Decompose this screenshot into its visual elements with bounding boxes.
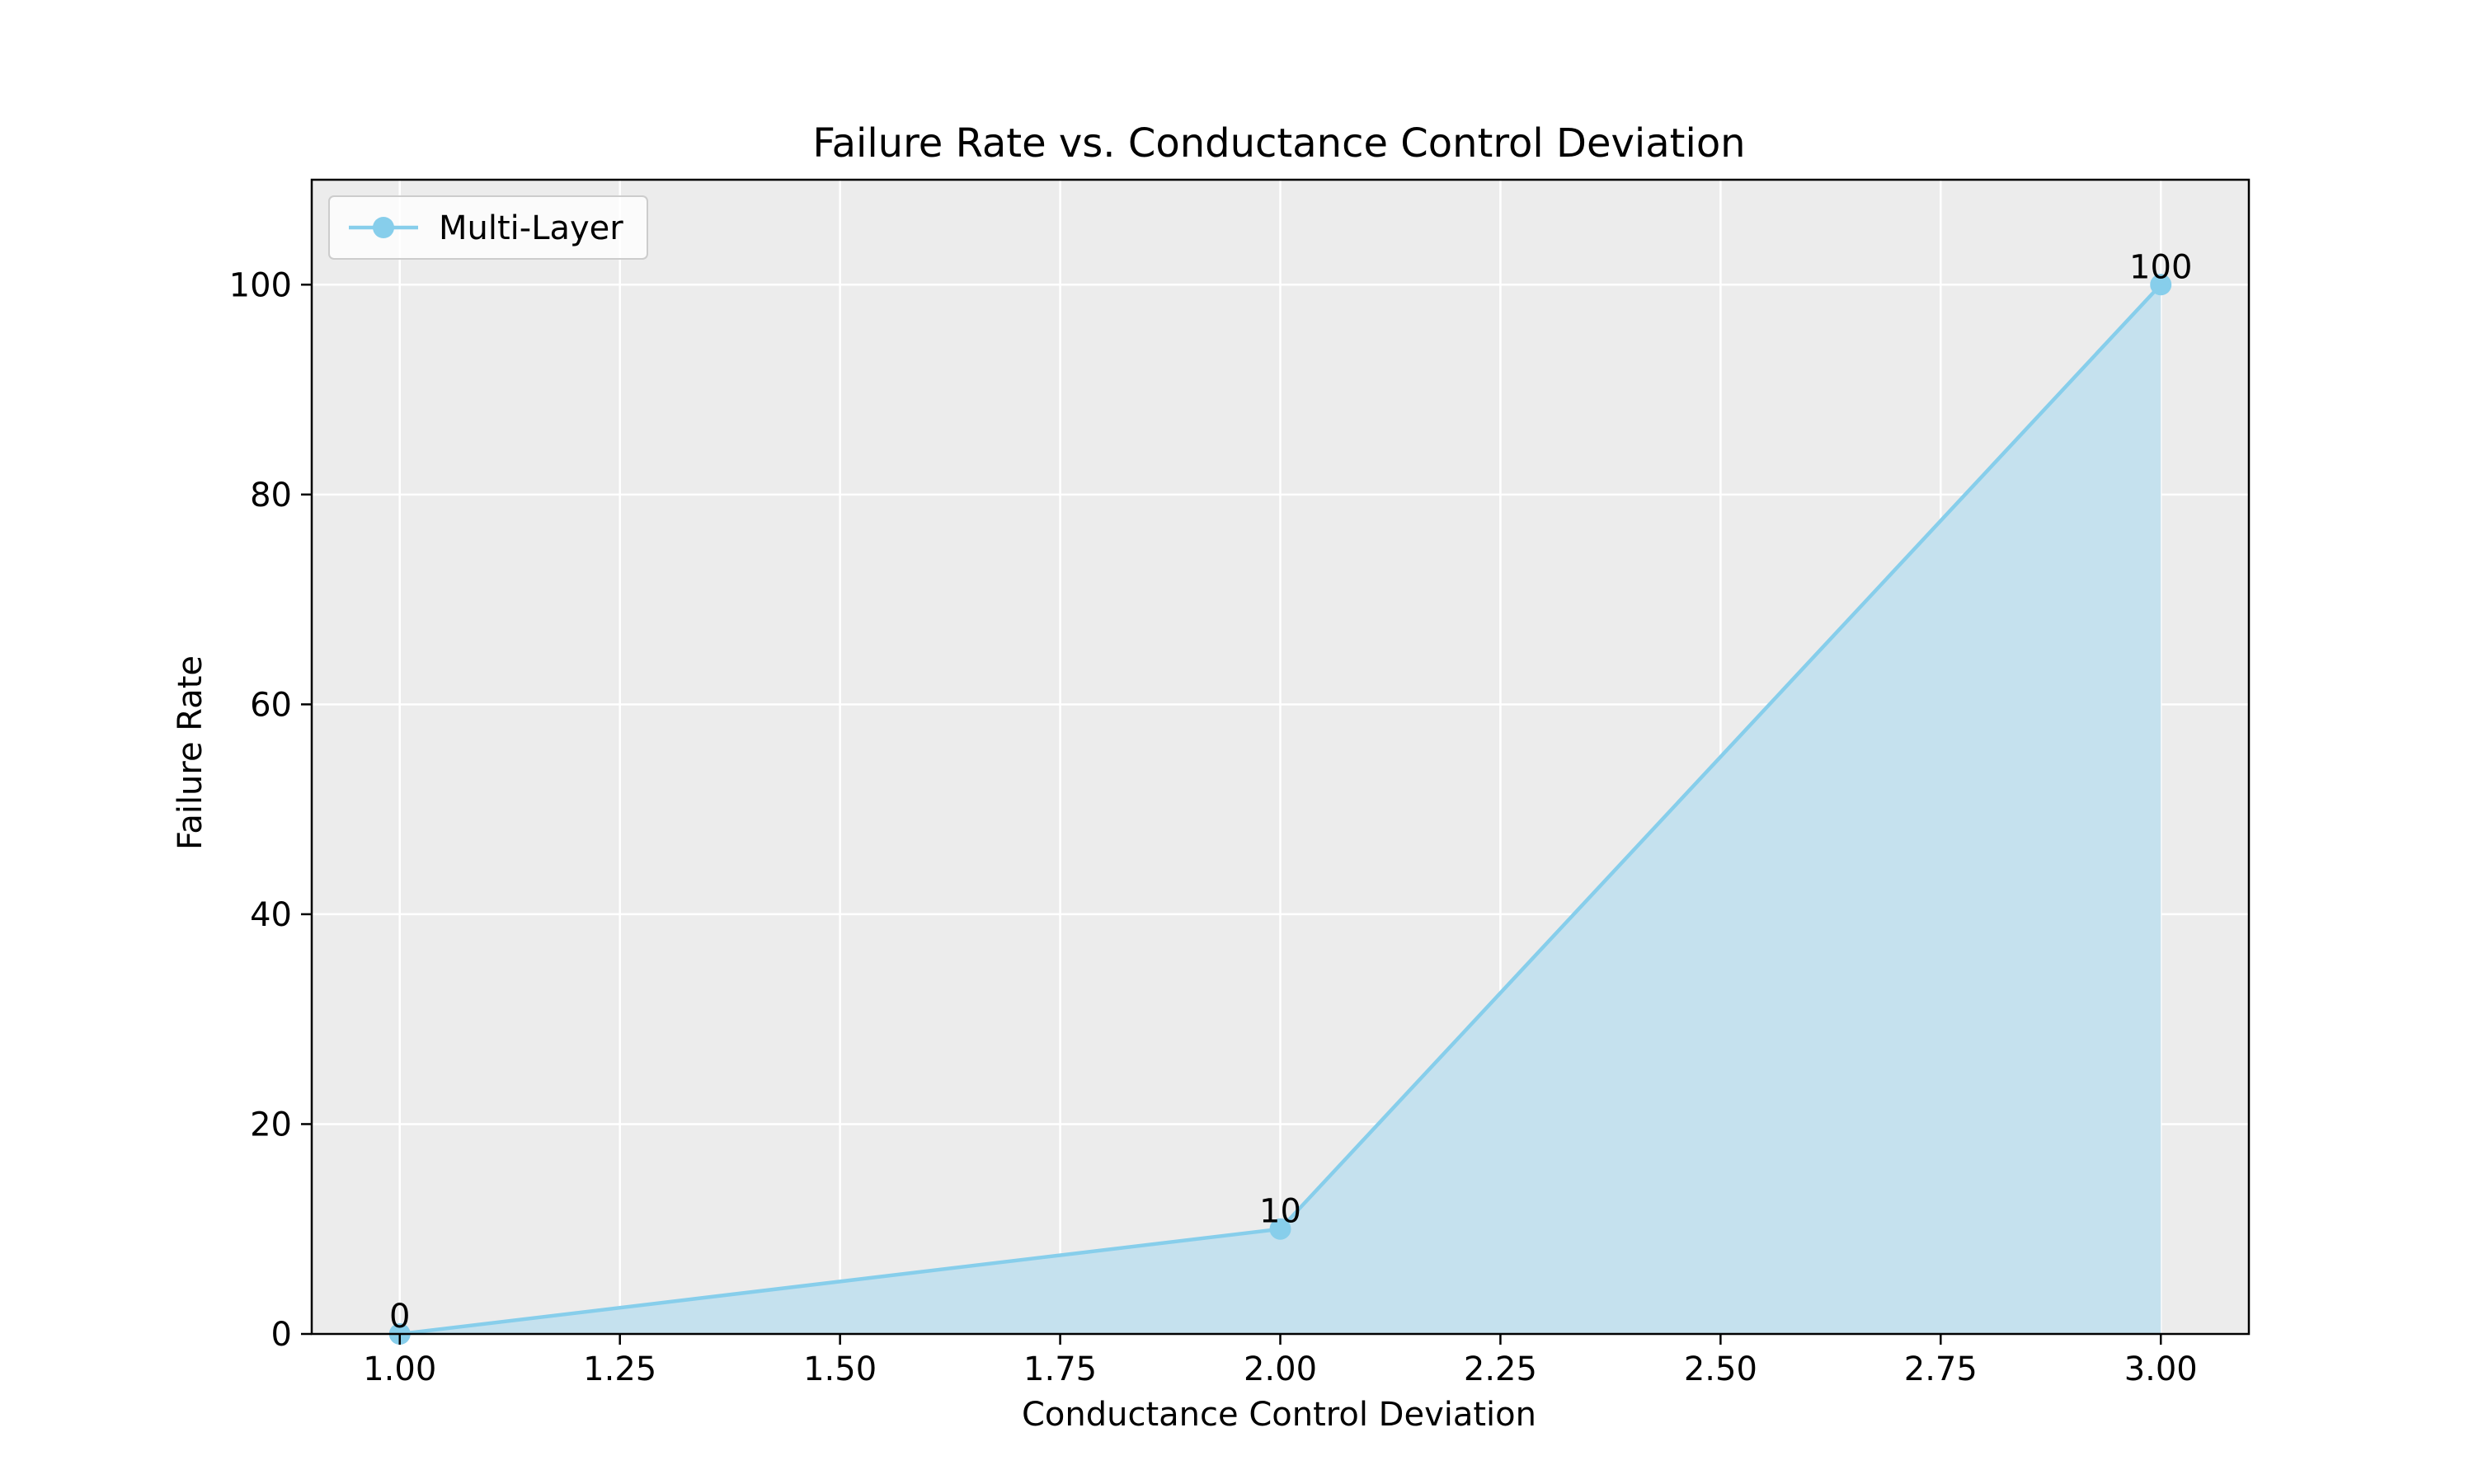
x-tick-label-2: 1.50 <box>803 1350 877 1388</box>
x-axis-label: Conductance Control Deviation <box>1022 1396 1536 1434</box>
y-axis-label: Failure Rate <box>172 655 209 850</box>
data-label-0: 0 <box>389 1298 410 1336</box>
x-tick-label-6: 2.50 <box>1684 1350 1757 1388</box>
y-tick-label-5: 100 <box>229 266 292 304</box>
x-axis: 1.00 1.25 1.50 1.75 2.00 2.25 2.50 2.75 3.00 <box>363 1334 2198 1388</box>
x-tick-label-4: 2.00 <box>1244 1350 1317 1388</box>
area-fill-layer <box>399 284 2161 1335</box>
y-tick-label-1: 20 <box>250 1106 292 1144</box>
legend-marker-swatch <box>373 217 394 238</box>
legend: Multi-Layer <box>328 195 648 260</box>
data-label-layer: 0 10 100 <box>389 248 2192 1336</box>
x-tick-label-7: 2.75 <box>1904 1350 1978 1388</box>
x-tick-label-3: 1.75 <box>1023 1350 1097 1388</box>
data-point-1 <box>1269 1218 1291 1240</box>
chart-title: Failure Rate vs. Conductance Control Dev… <box>812 120 1745 167</box>
y-tick-label-3: 60 <box>250 686 292 724</box>
x-tick-label-5: 2.25 <box>1464 1350 1537 1388</box>
data-point-layer <box>388 274 2172 1345</box>
y-axis: 0 20 40 60 80 100 <box>229 266 312 1354</box>
series-0-area-fill <box>399 284 2161 1335</box>
data-label-1: 10 <box>1259 1193 1301 1231</box>
legend-box <box>328 195 648 260</box>
legend-label: Multi-Layer <box>439 209 623 247</box>
data-point-2 <box>2150 274 2172 296</box>
data-label-2: 100 <box>2129 248 2192 286</box>
x-tick-label-1: 1.25 <box>583 1350 656 1388</box>
y-tick-label-4: 80 <box>250 477 292 514</box>
y-tick-label-0: 0 <box>271 1316 292 1354</box>
x-tick-label-8: 3.00 <box>2124 1350 2198 1388</box>
y-tick-label-2: 40 <box>250 896 292 934</box>
x-tick-label-0: 1.00 <box>363 1350 436 1388</box>
